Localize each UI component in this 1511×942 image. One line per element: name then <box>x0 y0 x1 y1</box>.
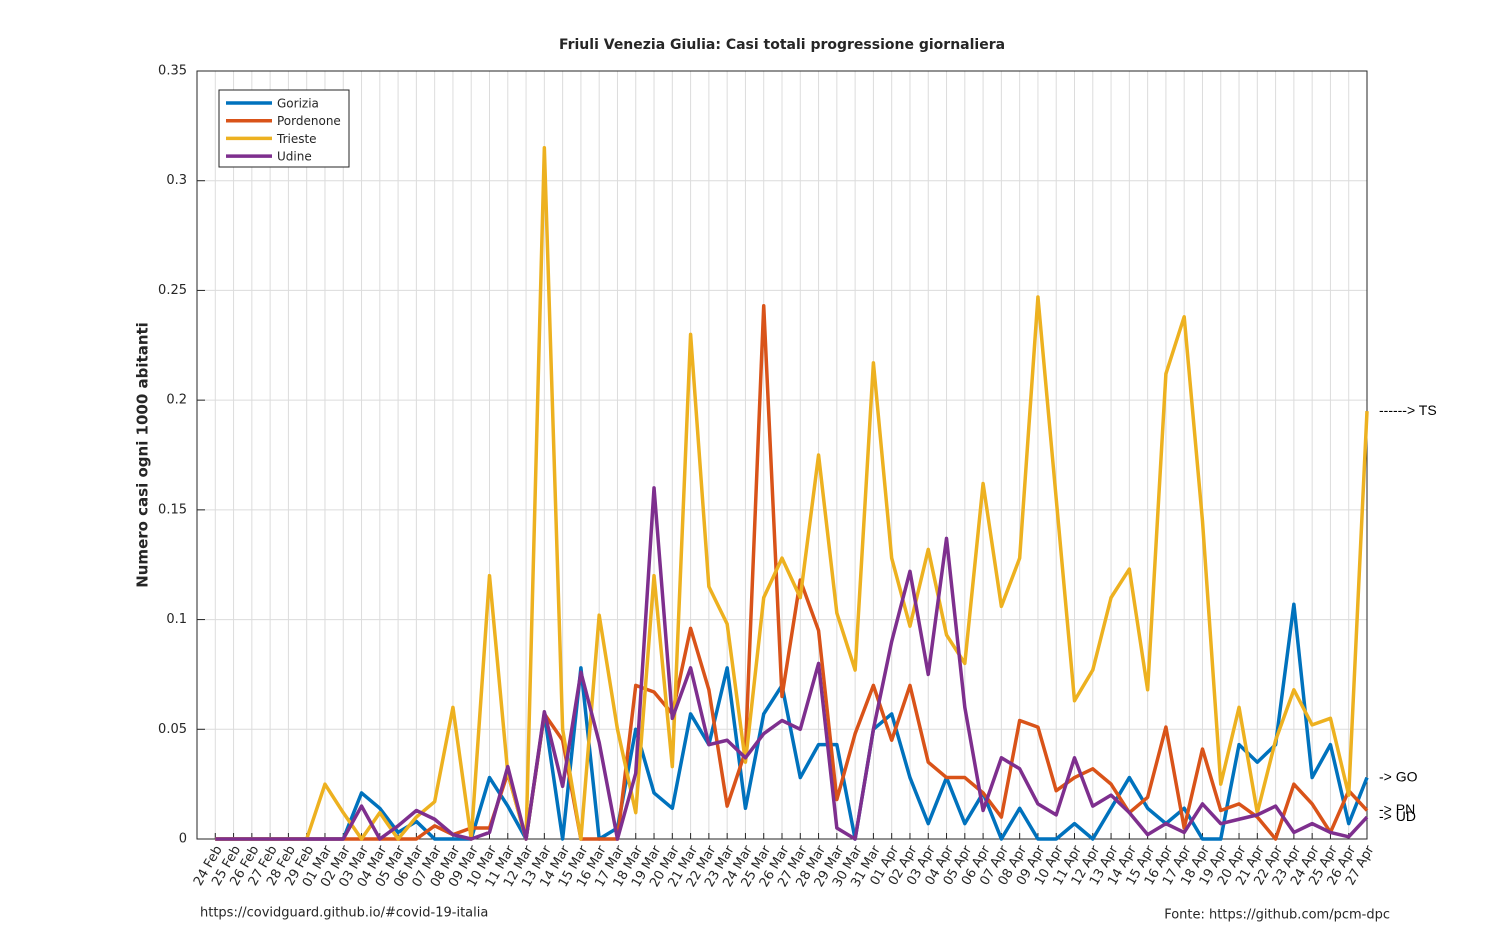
series-line <box>215 146 1369 841</box>
series-annotation: -> GO <box>1379 768 1418 784</box>
series-annotation: -> PN <box>1379 801 1415 817</box>
footer-left: https://covidguard.github.io/#covid-19-i… <box>200 906 488 921</box>
y-tick-label: 0.15 <box>158 502 187 517</box>
series-line <box>215 304 1369 841</box>
y-tick-label: 0 <box>179 832 187 847</box>
y-axis-label: Numero casi ogni 1000 abitanti <box>134 322 152 588</box>
y-tick-label: 0.25 <box>158 283 187 298</box>
legend-label: Udine <box>277 150 312 164</box>
series-line <box>215 486 1369 841</box>
y-tick-label: 0.3 <box>166 173 187 188</box>
y-tick-label: 0.35 <box>158 64 187 79</box>
legend: Gorizia Pordenone Trieste Udine <box>218 89 350 168</box>
plot-frame <box>196 70 1368 840</box>
legend-label: Pordenone <box>277 114 341 128</box>
y-tick-label: 0.05 <box>158 722 187 737</box>
chart-title: Friuli Venezia Giulia: Casi totali progr… <box>559 37 1005 53</box>
legend-label: Gorizia <box>277 97 319 111</box>
legend-label: Trieste <box>276 132 317 146</box>
series-annotation: ------> TS <box>1379 402 1437 418</box>
footer-right: Fonte: https://github.com/pcm-dpc <box>1164 908 1390 923</box>
y-tick-label: 0.2 <box>166 393 187 408</box>
y-tick-label: 0.1 <box>166 612 187 627</box>
series-annotation: -> UD <box>1379 808 1416 824</box>
